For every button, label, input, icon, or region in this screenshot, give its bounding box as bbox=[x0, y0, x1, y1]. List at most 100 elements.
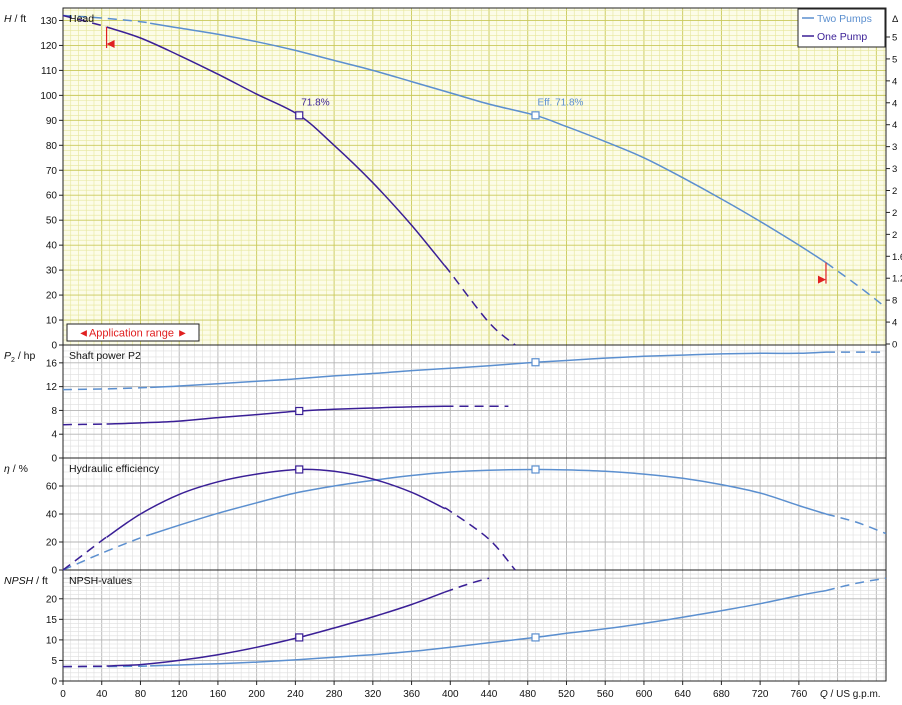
panel-grid-head bbox=[62, 8, 886, 346]
duty-point-marker bbox=[531, 111, 540, 120]
right-tick-label: 4 bbox=[892, 76, 897, 87]
right-tick-label: 1.2 bbox=[892, 274, 902, 285]
dashed-segment-end bbox=[825, 261, 887, 309]
y-tick-label: 10 bbox=[46, 635, 58, 646]
series-power-one-pump bbox=[62, 405, 509, 426]
y-axis-label-efficiency: η / % bbox=[4, 463, 28, 475]
y-axis-label-npsh: NPSH / ft bbox=[4, 575, 48, 587]
y-tick-label: 20 bbox=[46, 291, 58, 302]
x-tick-label: 240 bbox=[287, 689, 304, 700]
y-tick-label: 110 bbox=[41, 66, 57, 77]
panel-grid-power bbox=[62, 344, 886, 459]
solid-segment bbox=[149, 468, 827, 536]
x-tick-label: 40 bbox=[96, 689, 108, 700]
y-tick-label: 20 bbox=[46, 538, 58, 549]
frame-layer bbox=[59, 7, 890, 685]
duty-point-marker bbox=[295, 633, 304, 642]
x-tick-label: 440 bbox=[481, 689, 498, 700]
right-tick-label: 2 bbox=[892, 186, 897, 197]
dashed-segment-start bbox=[62, 14, 108, 28]
efficiency-annotation: 71.8% bbox=[301, 97, 329, 108]
right-tick-label: 5 bbox=[892, 33, 897, 44]
right-tick-label: 2 bbox=[892, 208, 897, 219]
solid-segment bbox=[106, 591, 445, 667]
solid-segment bbox=[106, 468, 445, 538]
y-tick-label: 120 bbox=[40, 41, 57, 52]
y-axis-label-power: P2 / hp bbox=[4, 350, 36, 364]
application-range-label: ◄Application range ► bbox=[78, 328, 188, 340]
right-tick-label: 4 bbox=[892, 318, 897, 329]
right-tick-label: 4 bbox=[892, 120, 897, 131]
solid-segment bbox=[150, 589, 827, 667]
dashed-segment-end bbox=[825, 577, 887, 592]
x-tick-label: 600 bbox=[636, 689, 653, 700]
right-axis-marker: Δ bbox=[892, 14, 899, 25]
dashed-segment-start bbox=[62, 423, 108, 426]
y-tick-label: 60 bbox=[46, 191, 58, 202]
duty-point-marker bbox=[531, 358, 540, 367]
series-efficiency-two-pumps bbox=[62, 465, 887, 571]
right-tick-label: 3 bbox=[892, 164, 897, 175]
legend-label: One Pump bbox=[817, 31, 867, 43]
solid-segment bbox=[150, 351, 827, 389]
x-tick-label: 640 bbox=[674, 689, 691, 700]
y-tick-label: 30 bbox=[46, 266, 58, 277]
dashed-segment-start bbox=[62, 533, 151, 571]
range-limit-arrow bbox=[817, 275, 826, 284]
duty-point-marker bbox=[295, 465, 304, 474]
dashed-segment-start bbox=[62, 14, 151, 25]
solid-segment bbox=[106, 405, 445, 425]
right-tick-label: 1.6 bbox=[892, 252, 902, 263]
duty-point-marker bbox=[531, 633, 540, 642]
panel-background-head bbox=[63, 8, 886, 345]
application-range-box bbox=[66, 323, 200, 342]
panel-title-efficiency: Hydraulic efficiency bbox=[69, 463, 160, 475]
x-tick-label: 720 bbox=[752, 689, 769, 700]
y-tick-label: 0 bbox=[51, 677, 57, 688]
efficiency-annotation: Eff. 71.8% bbox=[537, 97, 583, 108]
x-tick-label: 400 bbox=[442, 689, 459, 700]
y-tick-label: 60 bbox=[46, 482, 58, 493]
y-tick-label: 12 bbox=[46, 382, 58, 393]
right-tick-label: 8 bbox=[892, 296, 897, 307]
panel-title-head: Head bbox=[69, 13, 94, 25]
right-tick-label: 2 bbox=[892, 230, 897, 241]
y-tick-label: 80 bbox=[46, 141, 58, 152]
dashed-segment-start bbox=[62, 665, 108, 668]
y-tick-label: 0 bbox=[51, 566, 57, 577]
panel-background-power bbox=[63, 345, 886, 458]
panel-title-npsh: NPSH-values bbox=[69, 575, 132, 587]
y-tick-label: 130 bbox=[40, 16, 57, 27]
solid-segment bbox=[149, 22, 827, 264]
series-head-two-pumps bbox=[62, 14, 887, 309]
y-tick-label: 0 bbox=[51, 454, 57, 465]
panel-grid-npsh bbox=[62, 569, 886, 682]
x-tick-label: 0 bbox=[60, 689, 66, 700]
right-tick-label: 5 bbox=[892, 54, 897, 65]
y-tick-label: 0 bbox=[51, 341, 57, 352]
y-tick-label: 8 bbox=[51, 406, 57, 417]
legend-label: Two Pumps bbox=[817, 13, 872, 25]
dashed-segment-end bbox=[825, 513, 887, 535]
duty-point-marker bbox=[295, 111, 304, 120]
right-tick-label: 0 bbox=[892, 340, 897, 351]
x-tick-label: 160 bbox=[210, 689, 227, 700]
x-tick-label: 520 bbox=[558, 689, 575, 700]
series-npsh-one-pump bbox=[62, 577, 490, 668]
x-tick-label: 120 bbox=[171, 689, 188, 700]
y-tick-label: 40 bbox=[46, 241, 58, 252]
right-tick-label: 3 bbox=[892, 142, 897, 153]
legend-box bbox=[797, 8, 886, 48]
dashed-segment-end bbox=[443, 265, 516, 346]
dashed-segment-start bbox=[62, 536, 108, 571]
dashed-segment-end bbox=[443, 507, 516, 571]
y-axis-label-head: H / ft bbox=[4, 13, 26, 25]
x-tick-label: 80 bbox=[135, 689, 147, 700]
dashed-segment-end bbox=[444, 577, 490, 593]
y-tick-label: 90 bbox=[46, 116, 58, 127]
right-tick-label: 4 bbox=[892, 98, 897, 109]
y-tick-label: 5 bbox=[51, 656, 57, 667]
y-tick-label: 4 bbox=[51, 430, 57, 441]
